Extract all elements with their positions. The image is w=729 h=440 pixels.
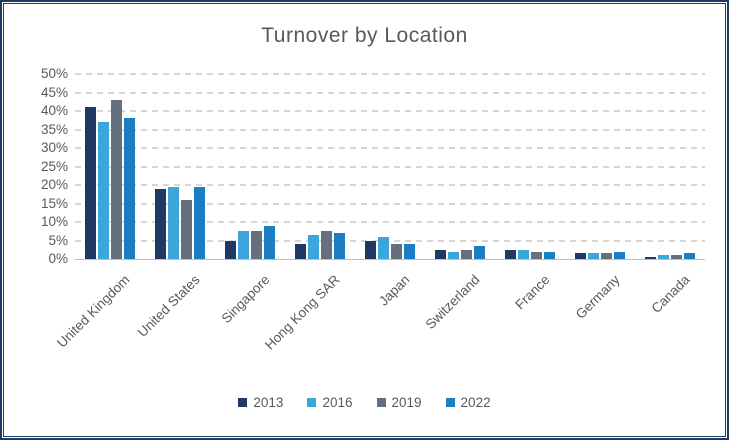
bar-2016-france bbox=[518, 249, 529, 259]
legend-swatch bbox=[307, 398, 317, 407]
y-axis-tick-label: 35% bbox=[40, 121, 68, 137]
bar-2016-germany bbox=[588, 253, 599, 259]
legend-item-2016: 2016 bbox=[307, 395, 353, 410]
bar-2019-singapore bbox=[251, 231, 262, 259]
gridline bbox=[75, 110, 705, 112]
bar-2016-canada bbox=[658, 255, 669, 259]
bar-2013-germany bbox=[575, 253, 586, 259]
y-axis-tick-label: 10% bbox=[40, 214, 68, 229]
legend: 2013 2016 2019 2022 bbox=[0, 395, 729, 410]
bar-2013-united-kingdom bbox=[85, 107, 96, 259]
bar-2019-switzerland bbox=[461, 249, 472, 259]
bar-2019-france bbox=[531, 251, 542, 259]
bar-2016-japan bbox=[378, 236, 389, 259]
bar-2019-hong-kong-sar bbox=[321, 231, 332, 259]
gridline bbox=[75, 73, 705, 75]
y-axis-tick-label: 40% bbox=[40, 103, 68, 118]
bar-2019-united-kingdom bbox=[111, 99, 122, 259]
chart-title: Turnover by Location bbox=[261, 24, 468, 47]
bar-2016-hong-kong-sar bbox=[308, 234, 319, 259]
bar-2022-united-states bbox=[194, 186, 205, 259]
gridline bbox=[75, 128, 705, 131]
gridline bbox=[75, 184, 705, 186]
bar-2022-switzerland bbox=[474, 246, 485, 259]
y-axis-tick-label: 30% bbox=[40, 140, 68, 155]
bar-2016-singapore bbox=[238, 231, 249, 259]
bar-2016-united-states bbox=[168, 186, 179, 259]
bar-2022-canada bbox=[684, 253, 695, 259]
bar-2013-switzerland bbox=[435, 249, 446, 259]
bar-2016-united-kingdom bbox=[98, 122, 109, 259]
gridline bbox=[75, 91, 705, 94]
bar-2019-germany bbox=[601, 253, 612, 259]
bar-2013-united-states bbox=[155, 188, 166, 259]
gridline bbox=[75, 221, 705, 223]
bar-2019-canada bbox=[671, 255, 682, 259]
bar-2022-germany bbox=[614, 251, 625, 259]
y-axis-tick-label: 20% bbox=[40, 177, 68, 192]
bar-2022-japan bbox=[404, 244, 415, 259]
bar-2019-united-states bbox=[181, 199, 192, 259]
bar-2022-united-kingdom bbox=[124, 118, 135, 259]
legend-label: 2016 bbox=[322, 395, 353, 410]
y-axis-tick-label: 0% bbox=[48, 251, 68, 266]
legend-swatch bbox=[238, 398, 248, 407]
legend-item-2019: 2019 bbox=[376, 395, 422, 410]
y-axis-tick-label: 5% bbox=[48, 232, 68, 248]
bar-2019-japan bbox=[391, 244, 402, 259]
bar-2013-canada bbox=[645, 257, 656, 259]
legend-label: 2022 bbox=[460, 395, 491, 410]
gridline bbox=[75, 202, 705, 205]
y-axis-tick-label: 15% bbox=[40, 195, 68, 211]
bar-2013-hong-kong-sar bbox=[295, 244, 306, 259]
bar-2022-hong-kong-sar bbox=[334, 233, 345, 259]
legend-item-2022: 2022 bbox=[445, 395, 491, 410]
legend-swatch bbox=[445, 398, 455, 407]
bar-2013-japan bbox=[365, 240, 376, 259]
legend-item-2013: 2013 bbox=[238, 395, 283, 410]
gridline bbox=[75, 165, 705, 168]
legend-label: 2019 bbox=[391, 395, 422, 410]
bar-2013-france bbox=[505, 249, 516, 259]
x-axis-line bbox=[75, 259, 705, 260]
gridline bbox=[75, 239, 705, 242]
legend-label: 2013 bbox=[253, 395, 284, 410]
legend-swatch bbox=[376, 398, 386, 407]
bar-2013-singapore bbox=[225, 240, 236, 259]
y-axis-tick-label: 50% bbox=[40, 66, 68, 81]
bar-2022-france bbox=[544, 251, 555, 259]
bar-2022-singapore bbox=[264, 225, 275, 259]
gridline bbox=[75, 147, 705, 149]
bar-2016-switzerland bbox=[448, 251, 459, 259]
y-axis-tick-label: 45% bbox=[40, 84, 68, 100]
y-axis-tick-label: 25% bbox=[40, 158, 68, 174]
